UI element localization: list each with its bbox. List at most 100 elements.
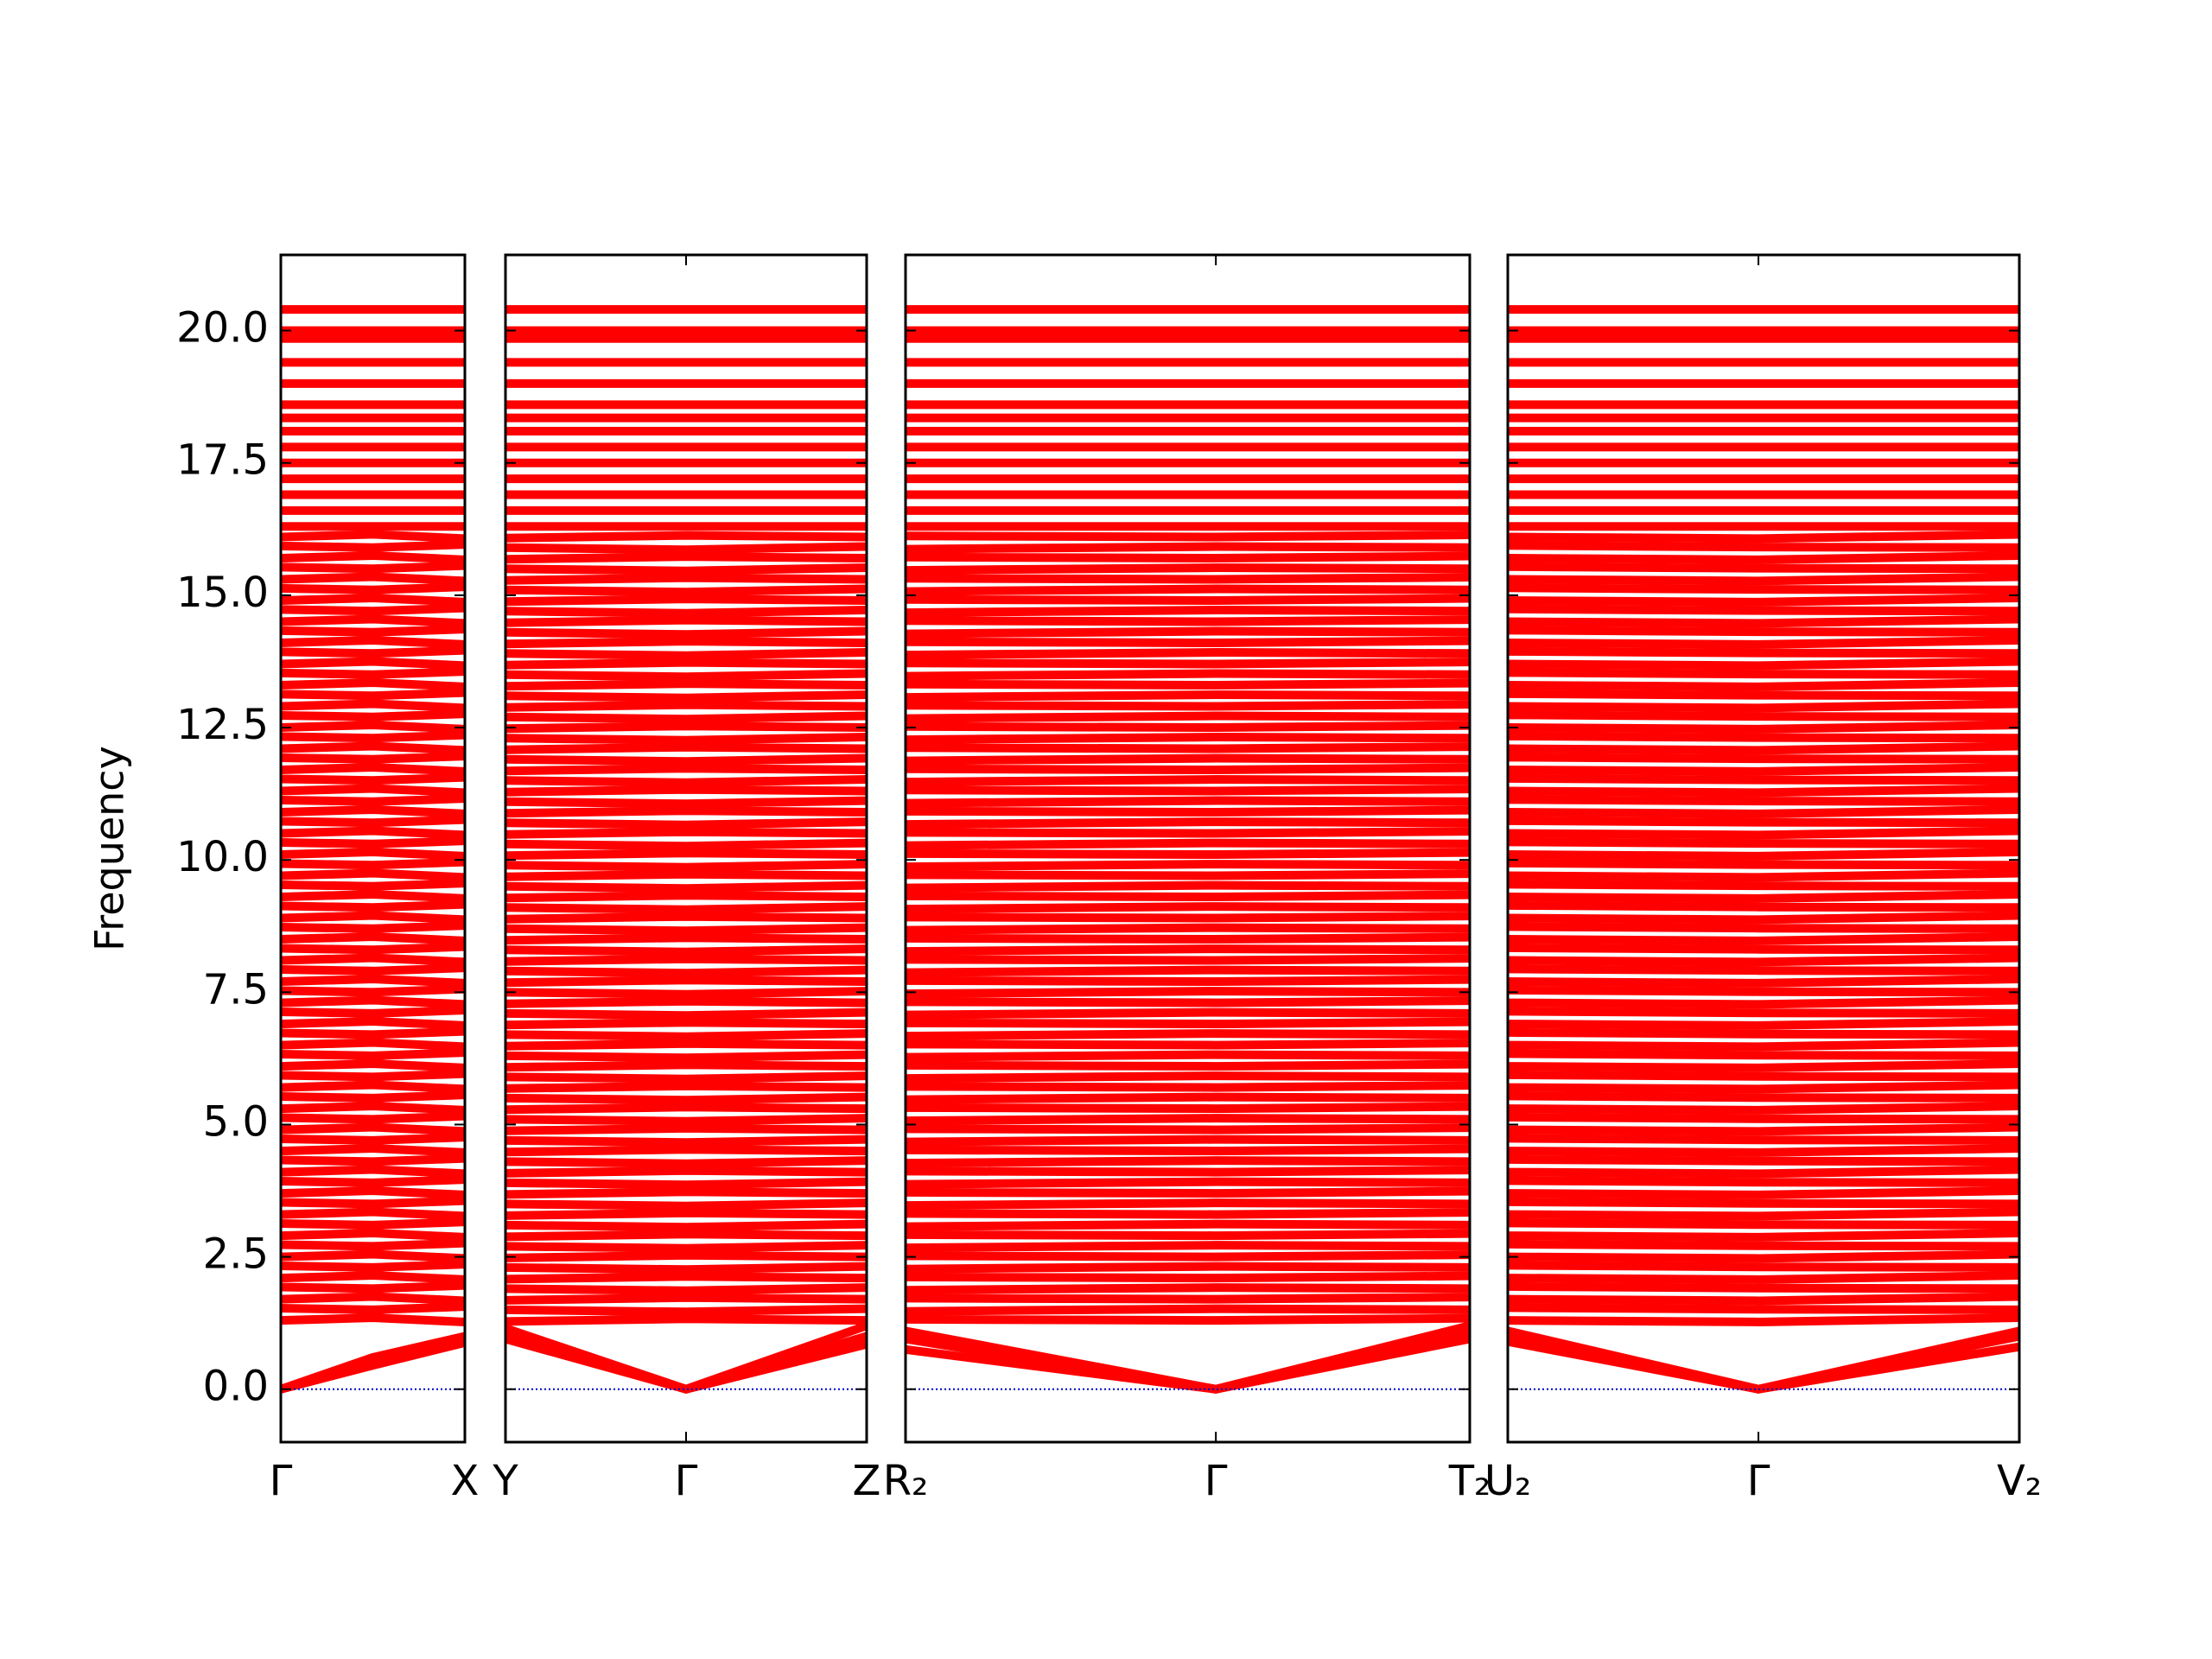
band-line bbox=[906, 1156, 1470, 1168]
band-line bbox=[1508, 1070, 2019, 1082]
band-line bbox=[505, 1018, 867, 1030]
band-line bbox=[1508, 753, 2019, 764]
band-line bbox=[505, 775, 867, 787]
band-line bbox=[505, 1293, 867, 1305]
band-line bbox=[906, 594, 1470, 606]
band-line bbox=[906, 1059, 1470, 1071]
band-line bbox=[505, 658, 867, 670]
band-line bbox=[906, 1123, 1470, 1135]
band-line bbox=[906, 721, 1470, 733]
band-line bbox=[906, 880, 1470, 893]
band-line bbox=[906, 711, 1470, 723]
band-line bbox=[281, 1238, 465, 1251]
band-line bbox=[1508, 995, 2019, 1009]
band-line bbox=[505, 1123, 867, 1135]
band-line bbox=[505, 902, 867, 914]
band-line bbox=[906, 1017, 1470, 1029]
band-line bbox=[281, 1090, 465, 1103]
band-line bbox=[281, 911, 465, 925]
band-line bbox=[505, 584, 867, 597]
band-line bbox=[505, 965, 867, 978]
band-line bbox=[281, 1292, 465, 1306]
band-line bbox=[281, 772, 465, 785]
band-line bbox=[906, 1144, 1470, 1156]
band-line bbox=[281, 730, 465, 743]
band-line bbox=[1508, 868, 2019, 882]
band-line bbox=[505, 1060, 867, 1072]
band-line bbox=[281, 847, 465, 861]
band-line bbox=[281, 741, 465, 755]
band-line bbox=[906, 1007, 1470, 1020]
x-tick-label: U₂ bbox=[1484, 1457, 1531, 1505]
band-line bbox=[1508, 953, 2019, 967]
band-line bbox=[1508, 657, 2019, 671]
band-line bbox=[906, 1321, 1470, 1394]
band-line bbox=[505, 1177, 867, 1190]
band-line bbox=[281, 921, 465, 933]
band-line bbox=[1508, 1038, 2019, 1052]
band-line bbox=[1508, 1271, 2019, 1284]
band-line bbox=[906, 690, 1470, 702]
band-line bbox=[281, 699, 465, 713]
band-line bbox=[505, 827, 867, 839]
band-line bbox=[505, 1241, 867, 1253]
band-line bbox=[281, 836, 465, 849]
band-line bbox=[505, 1135, 867, 1147]
y-tick-label: 7.5 bbox=[203, 965, 269, 1014]
band-line bbox=[1508, 964, 2019, 976]
band-line bbox=[281, 667, 465, 679]
band-line bbox=[505, 944, 867, 957]
band-line bbox=[505, 1230, 867, 1242]
band-line bbox=[281, 784, 465, 798]
band-line bbox=[1508, 826, 2019, 840]
band-line bbox=[1508, 931, 2019, 945]
band-line bbox=[906, 1293, 1470, 1304]
band-line bbox=[505, 860, 867, 872]
band-line bbox=[906, 817, 1470, 830]
band-line bbox=[906, 636, 1470, 648]
band-line bbox=[281, 1229, 465, 1242]
band-line bbox=[1508, 1049, 2019, 1060]
band-line bbox=[281, 561, 465, 574]
x-tick-label: Y bbox=[492, 1457, 518, 1505]
plot-frame bbox=[279, 253, 467, 1444]
band-line bbox=[505, 637, 867, 649]
band-line bbox=[505, 869, 867, 881]
band-line bbox=[1508, 604, 2019, 616]
band-line bbox=[281, 794, 465, 806]
band-line bbox=[906, 1250, 1470, 1262]
band-line bbox=[281, 1154, 465, 1166]
band-line bbox=[281, 931, 465, 945]
band-line bbox=[281, 677, 465, 691]
band-line bbox=[505, 563, 867, 575]
band-line bbox=[281, 963, 465, 976]
band-line bbox=[505, 1050, 867, 1063]
band-line bbox=[906, 838, 1470, 850]
band-line bbox=[906, 796, 1470, 808]
band-line bbox=[281, 582, 465, 594]
band-line bbox=[906, 584, 1470, 596]
band-line bbox=[281, 645, 465, 658]
band-line bbox=[906, 573, 1470, 584]
band-line bbox=[281, 540, 465, 552]
band-line bbox=[505, 1166, 867, 1178]
band-line bbox=[1508, 985, 2019, 997]
band-line bbox=[505, 669, 867, 682]
band-line bbox=[1508, 1122, 2019, 1136]
band-line bbox=[1508, 677, 2019, 691]
band-line bbox=[281, 1017, 465, 1030]
y-axis-label: Frequency bbox=[86, 746, 133, 951]
band-line bbox=[906, 763, 1470, 775]
band-line bbox=[1508, 1059, 2019, 1072]
band-line bbox=[1508, 1112, 2019, 1124]
band-line bbox=[281, 762, 465, 776]
band-line bbox=[281, 530, 465, 543]
plot-frame bbox=[1506, 253, 2021, 1444]
band-line bbox=[505, 1145, 867, 1157]
band-line bbox=[1508, 668, 2019, 679]
band-line bbox=[906, 1219, 1470, 1231]
band-line bbox=[906, 648, 1470, 660]
band-line bbox=[281, 625, 465, 637]
band-line bbox=[281, 1144, 465, 1157]
